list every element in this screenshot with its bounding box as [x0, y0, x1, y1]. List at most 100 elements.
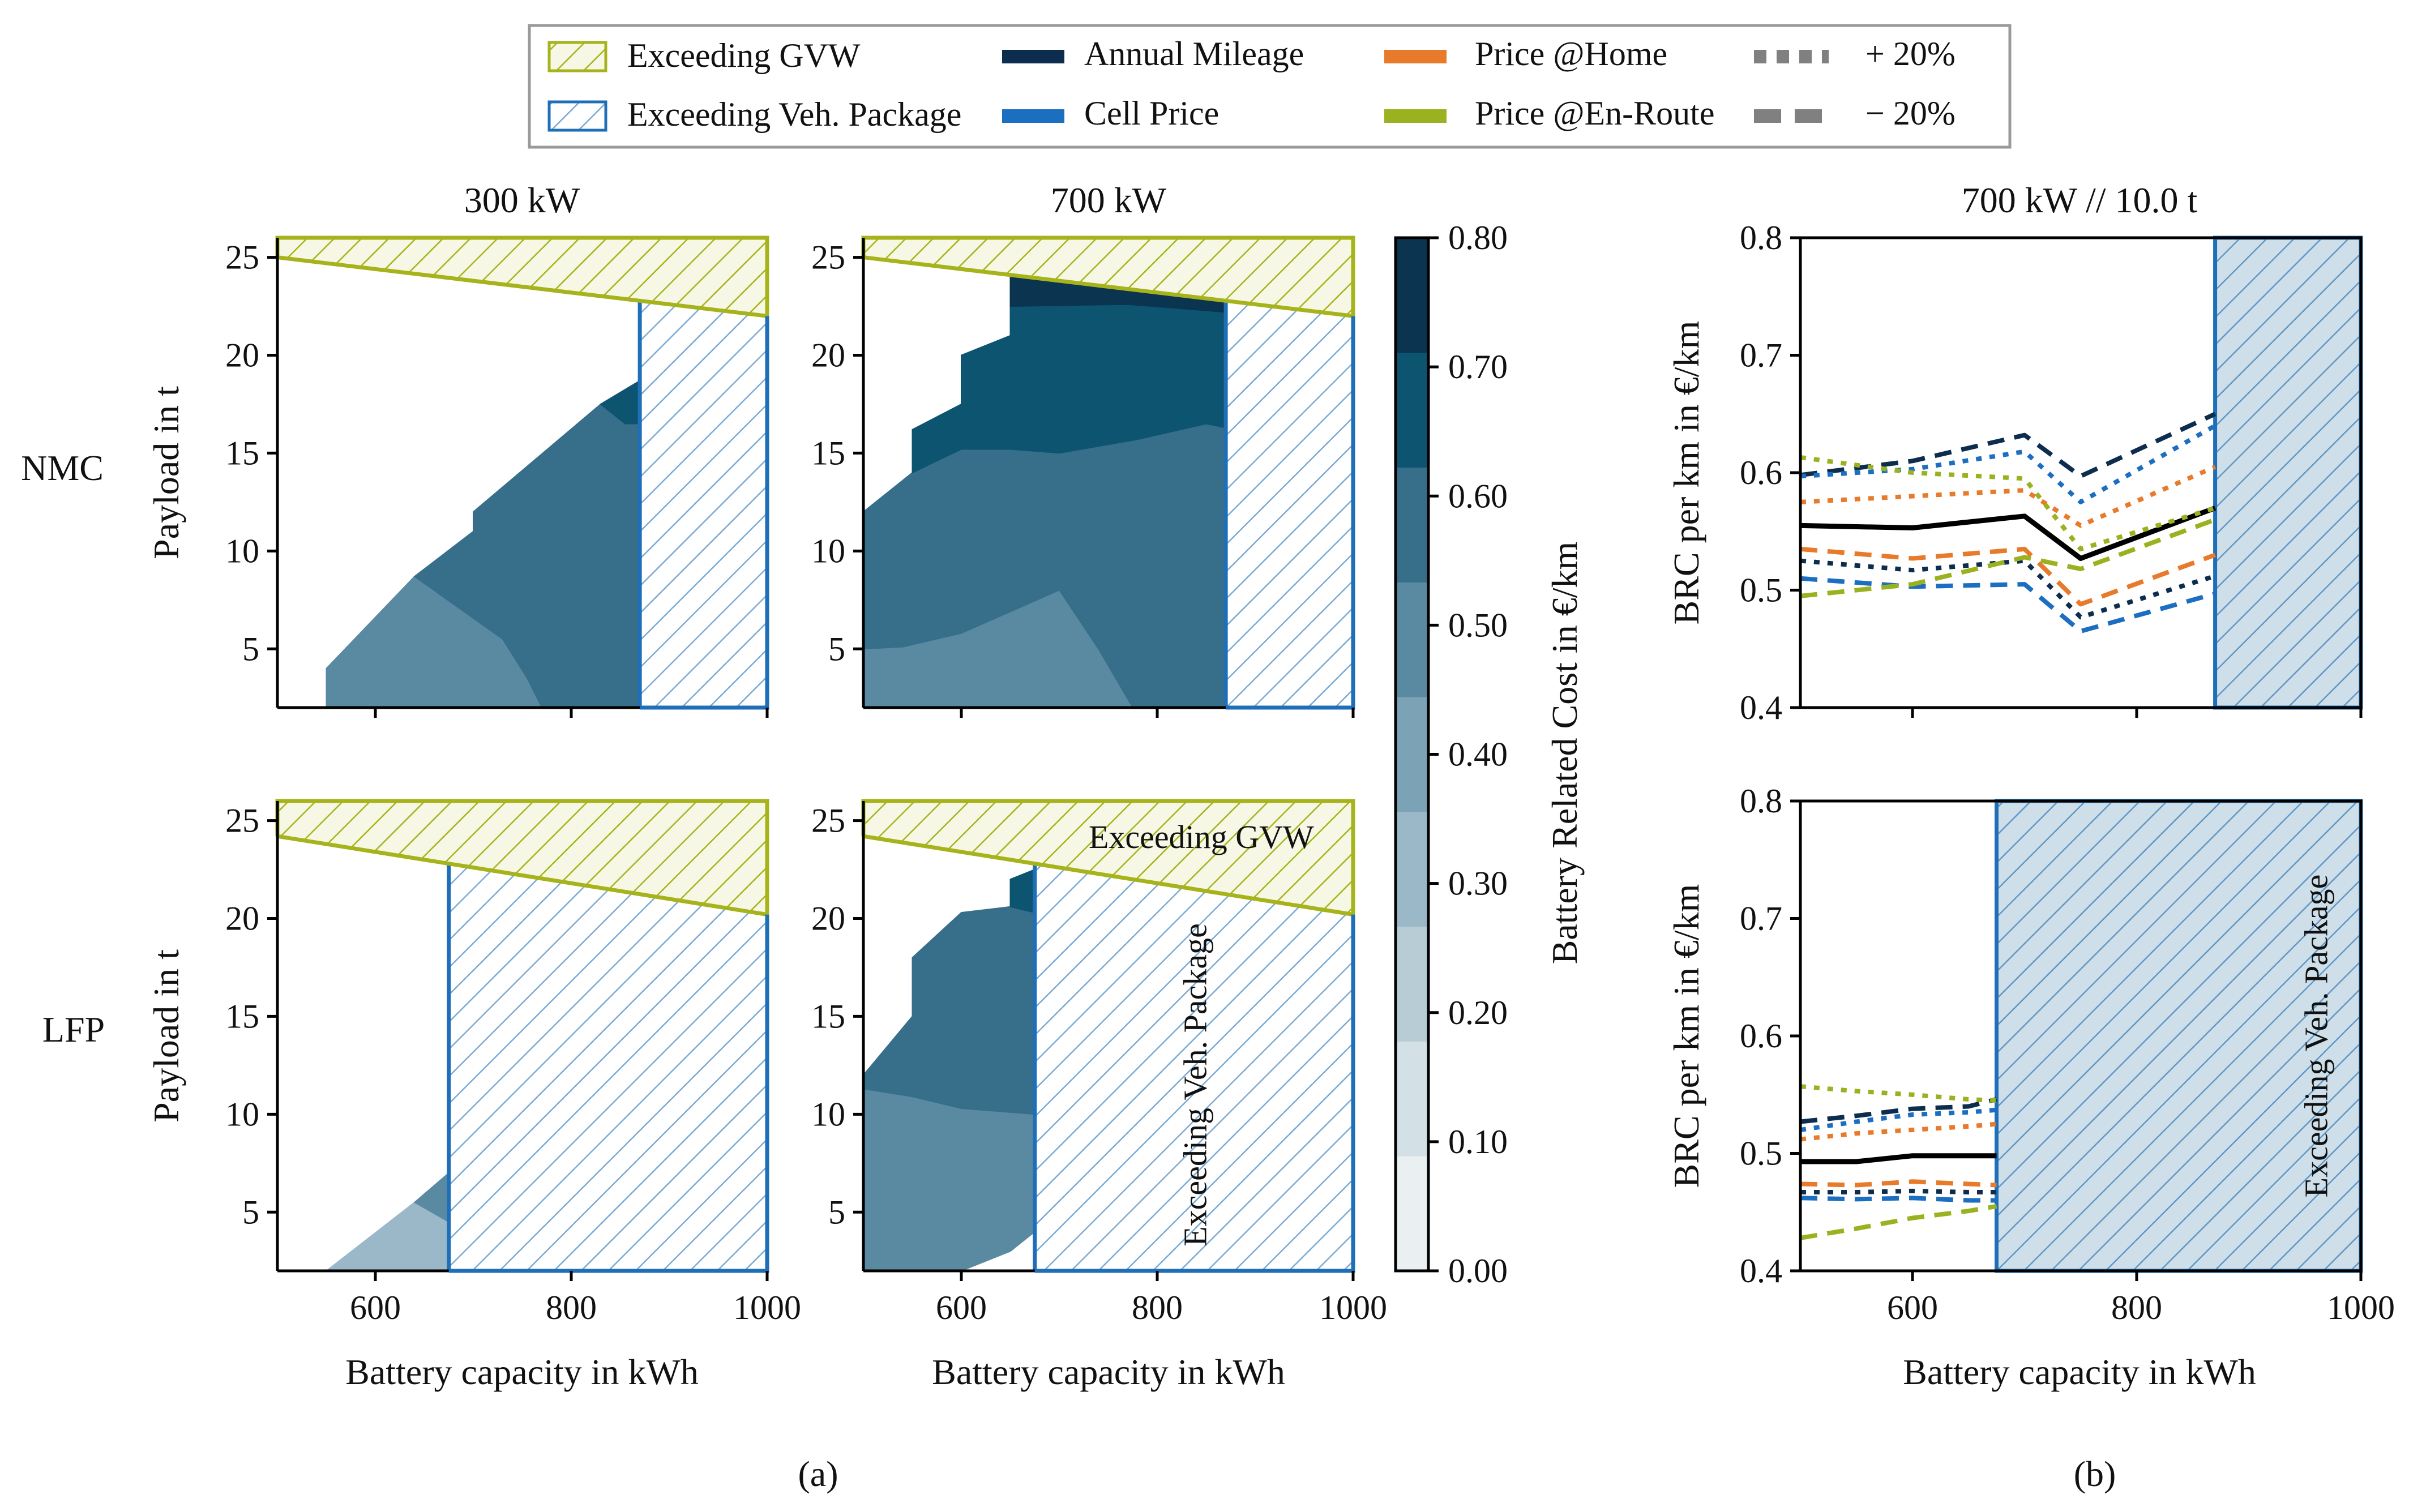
series-line [1800, 517, 2216, 598]
y-tick-label: 10 [811, 1095, 845, 1133]
colorbar-segment [1396, 1156, 1428, 1271]
xlabel-contour-300kw: Battery capacity in kWh [345, 1352, 699, 1392]
series-line [1800, 1179, 1997, 1188]
contour-panel-700kw-lfp: 5 10 15 20 25 600 800 1000 Exceeding GVW Exceedin… [811, 799, 1387, 1326]
colorbar-tick-label: 0.00 [1448, 1252, 1508, 1290]
x-tick-label: 800 [546, 1289, 597, 1326]
y-tick-label: 0.6 [1740, 454, 1782, 491]
ylabel-contour-lfp: Payload in t [146, 949, 186, 1123]
gvw-boundary-line [277, 834, 768, 917]
colorbar-segment [1396, 926, 1428, 1042]
legend-label-cell-price: Cell Price [1084, 95, 1219, 132]
gvw-hatch-region [277, 238, 767, 316]
sublabel-b: (b) [2074, 1454, 2116, 1494]
colorbar-segment [1396, 697, 1428, 812]
legend-frame [528, 24, 2012, 149]
y-tick-label: 25 [225, 802, 259, 839]
y-tick-label: 25 [225, 239, 259, 276]
contour-panel-300kw-lfp: 5 10 15 20 25 600 800 1000 [225, 799, 801, 1326]
contour-panel-300kw-nmc: 5 10 15 20 25 [225, 235, 769, 718]
colorbar: 0.00 0.10 0.20 0.30 0.40 0.50 0.60 0.70 0.80 [1394, 219, 1508, 1290]
colorbar-tick-label: 0.80 [1448, 219, 1508, 256]
veh-package-hatch-region [1226, 301, 1353, 708]
legend-label-price-home: Price @Home [1475, 35, 1667, 72]
colorbar-segment [1396, 352, 1428, 468]
y-tick-label: 0.4 [1740, 1252, 1782, 1290]
y-tick-label: 10 [225, 1095, 259, 1133]
y-tick-label: 15 [811, 434, 845, 472]
colorbar-segment [1396, 1041, 1428, 1157]
series-line [1800, 1188, 1997, 1194]
legend-swatch-gvw [547, 41, 607, 72]
series-line [1800, 1107, 1997, 1132]
y-tick-label: 0.7 [1740, 900, 1782, 937]
series-line [1800, 1121, 1997, 1142]
colorbar-tick-label: 0.30 [1448, 865, 1508, 902]
ylabel-line-nmc: BRC per km in €/km [1666, 321, 1706, 625]
sublabel-a: (a) [798, 1454, 838, 1494]
annotation-exceeding-veh-package: Exceeding Veh. Package [1177, 923, 1214, 1247]
legend-label-annual-mileage: Annual Mileage [1084, 35, 1304, 72]
colorbar-segment [1396, 238, 1428, 353]
contour-region [863, 1088, 1036, 1271]
gvw-hatch-region [277, 801, 767, 915]
row-label-lfp: LFP [42, 1009, 105, 1050]
series-line [1800, 1196, 1997, 1203]
gvw-boundary-line [863, 834, 1354, 917]
gvw-boundary-line [277, 255, 768, 318]
row-label-nmc: NMC [21, 448, 104, 488]
x-tick-label: 600 [936, 1289, 987, 1326]
series-line [1800, 576, 2216, 634]
series-line [1800, 412, 2217, 479]
panel-title-line: 700 kW // 10.0 t [1962, 180, 2198, 220]
x-tick-label: 600 [1887, 1289, 1938, 1326]
x-tick-label: 1000 [2327, 1289, 2395, 1326]
colorbar-segment [1396, 582, 1428, 697]
colorbar-tick-label: 0.20 [1448, 994, 1508, 1031]
xlabel-contour-700kw: Battery capacity in kWh [932, 1352, 1285, 1392]
line-panel-nmc: 0.4 0.5 0.6 0.7 0.8 [1740, 219, 2363, 726]
y-tick-label: 10 [225, 532, 259, 569]
colorbar-segment [1396, 467, 1428, 582]
x-tick-label: 1000 [1319, 1289, 1387, 1326]
veh-package-hatch-region [1034, 863, 1353, 1271]
y-tick-label: 5 [242, 1193, 259, 1231]
y-tick-label: 5 [828, 1193, 845, 1231]
y-tick-label: 0.5 [1740, 572, 1782, 609]
y-tick-label: 0.8 [1740, 782, 1782, 820]
veh-package-hatch-region [448, 863, 767, 1271]
y-tick-label: 25 [811, 239, 845, 276]
y-tick-label: 25 [811, 802, 845, 839]
legend-label-plus20: + 20% [1865, 35, 1956, 72]
series-line [1800, 506, 2217, 561]
colorbar-tick-label: 0.70 [1448, 348, 1508, 386]
y-tick-label: 20 [225, 337, 259, 374]
series-line [1800, 1153, 1997, 1164]
colorbar-segment [1396, 811, 1428, 927]
contour-panel-700kw-nmc: 5 10 15 20 25 [811, 235, 1355, 718]
x-tick-label: 800 [1132, 1289, 1183, 1326]
y-tick-label: 10 [811, 532, 845, 569]
gvw-hatch-region [863, 238, 1353, 316]
legend-swatch-package [547, 100, 607, 132]
annotation-exceeding-gvw: Exceeding GVW [1089, 819, 1314, 855]
legend-label-gvw: Exceeding GVW [627, 37, 861, 74]
legend-label-price-en-route: Price @En-Route [1475, 95, 1715, 132]
y-tick-label: 15 [811, 997, 845, 1035]
y-tick-label: 0.7 [1740, 337, 1782, 374]
xlabel-line: Battery capacity in kWh [1903, 1352, 2256, 1392]
legend-label-package: Exceeding Veh. Package [627, 96, 961, 133]
gvw-boundary-line [863, 255, 1354, 318]
y-tick-label: 0.8 [1740, 219, 1782, 256]
colorbar-tick-label: 0.40 [1448, 736, 1508, 773]
colorbar-tick-label: 0.50 [1448, 606, 1508, 644]
series-line [1800, 1084, 1997, 1103]
y-tick-label: 15 [225, 434, 259, 472]
x-tick-label: 1000 [733, 1289, 801, 1326]
colorbar-tick-label: 0.60 [1448, 477, 1508, 515]
series-line [1800, 546, 2216, 607]
line-panel-lfp: 0.4 0.5 0.6 0.7 0.8 600 800 1000 Exceeding Veh. … [1740, 782, 2395, 1326]
y-tick-label: 20 [811, 337, 845, 374]
legend-label-minus20: − 20% [1865, 95, 1956, 132]
